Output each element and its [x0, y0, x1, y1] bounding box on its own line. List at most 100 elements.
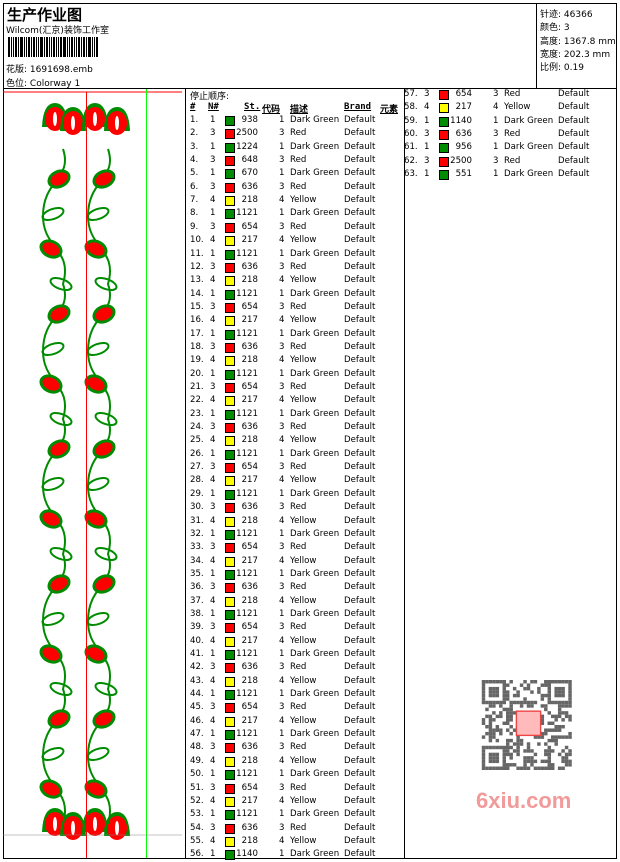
leaf [41, 746, 65, 762]
row-stitches: 217 [241, 315, 258, 326]
qr-module [564, 735, 569, 739]
qr-module [568, 680, 572, 684]
row-needle: 1 [210, 849, 216, 860]
row-code: 1 [279, 448, 285, 459]
qr-module [488, 735, 493, 739]
qr-module [519, 766, 524, 770]
leaf [86, 611, 110, 627]
qr-module [551, 735, 555, 739]
row-description: Dark Green [290, 689, 340, 700]
qr-module [506, 766, 510, 770]
qr-module [568, 731, 572, 736]
guide-lines [3, 89, 182, 858]
qr-module [495, 714, 500, 719]
qr-module [540, 721, 545, 725]
qr-module [502, 680, 506, 684]
row-needle: 3 [210, 301, 216, 312]
row-description: Red [504, 155, 521, 166]
color-swatch [225, 409, 235, 420]
qr-module [499, 728, 503, 732]
leaf [86, 341, 110, 357]
barcode-bar [31, 37, 32, 57]
embroidery-preview [3, 89, 186, 859]
row-stitches: 648 [241, 155, 258, 166]
flower-highlight [53, 817, 57, 831]
table-row: 61. 1 1 Dark Green Default 956 [404, 142, 618, 155]
row-stitches: 1121 [236, 328, 258, 339]
file-name: 1691698.emb [29, 65, 93, 75]
qr-module [488, 766, 493, 770]
qr-module [551, 763, 555, 767]
qr-module [568, 735, 572, 739]
row-number: 25. [190, 435, 204, 446]
leaf [41, 476, 65, 492]
qr-module [506, 763, 510, 767]
qr-module [530, 759, 534, 764]
qr-module [564, 704, 569, 708]
row-brand: Default [344, 435, 376, 446]
row-needle: 1 [424, 169, 430, 180]
row-number: 14. [190, 288, 204, 299]
qr-module [557, 766, 562, 770]
row-number: 3. [190, 141, 199, 152]
qr-module [506, 749, 510, 753]
color-swatch [225, 436, 235, 447]
row-needle: 3 [210, 622, 216, 633]
leaf [94, 681, 118, 697]
row-number: 28. [190, 475, 204, 486]
row-brand: Default [558, 115, 590, 126]
qr-module [568, 714, 572, 719]
qr-module [540, 683, 545, 687]
color-swatch [225, 489, 235, 500]
row-description: Dark Green [290, 328, 340, 339]
row-needle: 4 [210, 635, 216, 646]
row-code: 4 [279, 835, 285, 846]
qr-module [509, 738, 513, 743]
row-number: 22. [190, 395, 204, 406]
qr-module [485, 725, 489, 729]
row-brand: Default [344, 715, 376, 726]
qr-module [551, 680, 555, 684]
color-swatch [225, 583, 235, 594]
qr-module [547, 680, 551, 684]
table-row: 63. 1 1 Dark Green Default 551 [404, 169, 618, 182]
stitches-label: 针迹: [540, 10, 562, 20]
row-code: 3 [279, 782, 285, 793]
row-stitches: 654 [241, 221, 258, 232]
row-stitches: 654 [241, 542, 258, 553]
qr-module [492, 711, 496, 715]
row-number: 41. [190, 649, 204, 659]
row-stitches: 217 [241, 475, 258, 486]
leaf [94, 276, 118, 292]
row-stitches: 218 [241, 595, 258, 606]
qr-module [492, 693, 496, 698]
qr-module [530, 763, 534, 767]
qr-module [502, 756, 506, 760]
info-height: 高度: 1367.8 mm [540, 34, 616, 47]
color-swatch [225, 116, 235, 126]
qr-module [506, 711, 510, 715]
qr-module [509, 707, 513, 712]
qr-module [495, 745, 500, 750]
row-description: Red [290, 221, 307, 232]
row-stitches: 1140 [236, 849, 258, 860]
barcode-bar [13, 37, 14, 57]
qr-module [537, 735, 541, 739]
row-needle: 1 [210, 568, 216, 579]
color-swatch [225, 730, 235, 741]
row-needle: 3 [424, 89, 430, 99]
row-brand: Default [344, 555, 376, 566]
color-swatch [225, 289, 235, 300]
row-description: Yellow [290, 395, 317, 406]
row-description: Red [290, 502, 307, 513]
qr-module [561, 756, 565, 760]
qr-module [488, 714, 493, 719]
color-swatch [225, 316, 235, 327]
scale-value: 0.19 [563, 63, 584, 73]
barcode-bar [86, 37, 87, 57]
row-needle: 3 [210, 502, 216, 513]
barcode-bar [15, 37, 17, 57]
row-code: 3 [279, 462, 285, 473]
table-row: 56. 1 1 Dark Green Default 1140 [190, 849, 404, 862]
qr-module [568, 749, 572, 753]
